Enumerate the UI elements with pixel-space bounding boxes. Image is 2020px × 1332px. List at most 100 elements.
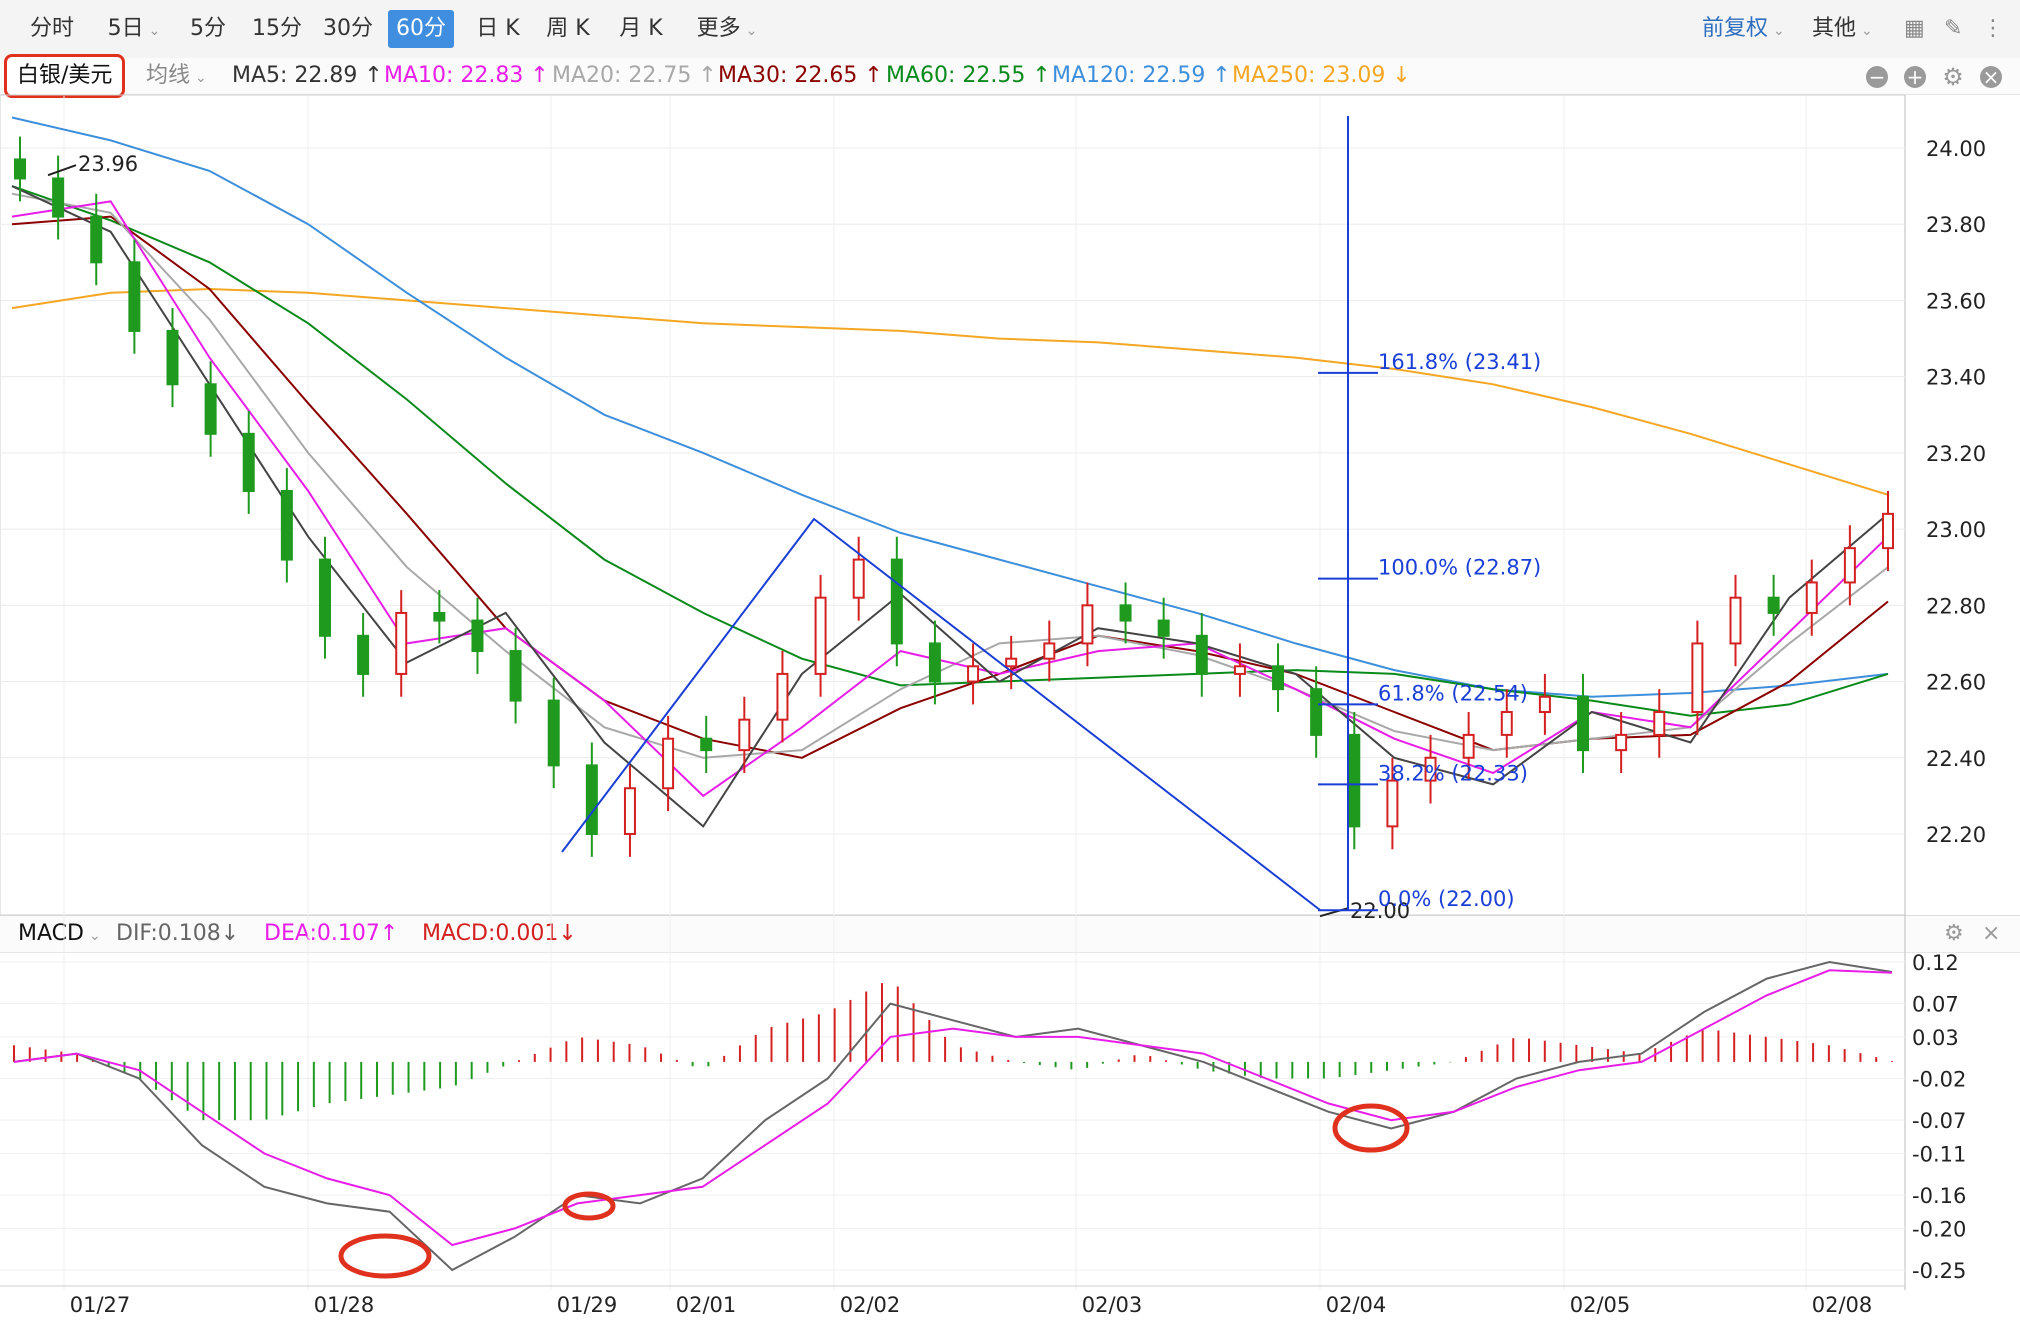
fib-level-label: 0.0% (22.00) <box>1378 887 1515 911</box>
plus-icon[interactable]: + <box>1904 66 1926 88</box>
candle-body <box>967 665 980 683</box>
candle-body <box>52 177 65 218</box>
period-tab[interactable]: 5分 <box>182 10 234 48</box>
ma-line-ma120 <box>11 116 1889 698</box>
candle-body <box>1729 596 1742 645</box>
macd-legend-item: DEA:0.107↑ <box>264 921 399 946</box>
period-tab-label: 15分 <box>252 16 302 41</box>
candle-body <box>166 329 179 386</box>
candle-body <box>1805 581 1818 614</box>
candle-body <box>1843 547 1856 584</box>
candle-body <box>509 650 522 702</box>
macd-y-tick-label: -0.16 <box>1912 1184 1966 1208</box>
price-y-tick-label: 22.60 <box>1926 671 1986 695</box>
candle-body <box>852 558 865 599</box>
high-arrow <box>47 164 77 177</box>
chevron-down-icon: ⌄ <box>745 23 758 39</box>
candle-body <box>1310 688 1323 736</box>
candle-body <box>1577 695 1590 752</box>
macd-y-tick-label: -0.25 <box>1912 1259 1966 1283</box>
ma-line-ma60 <box>11 185 1889 717</box>
x-tick-label: 02/04 <box>1326 1293 1387 1317</box>
period-tab-label: 更多 <box>696 16 741 41</box>
ma-line-ma20 <box>11 192 1889 759</box>
close-icon[interactable]: × <box>1980 66 2002 88</box>
gear-icon[interactable]: ⚙ <box>1942 63 1964 91</box>
x-tick-label: 01/29 <box>557 1293 618 1317</box>
price-y-tick-label: 22.20 <box>1926 823 1986 847</box>
period-tab[interactable]: 15分 <box>247 10 307 48</box>
candle-body <box>128 261 141 332</box>
ma-type-dropdown[interactable]: 均线 ⌄ <box>146 58 207 94</box>
highlight-circle <box>562 1191 616 1221</box>
candle-body <box>814 596 827 675</box>
candle-body <box>1500 711 1513 736</box>
candle-body <box>1233 665 1246 675</box>
x-tick-label: 01/27 <box>70 1293 131 1317</box>
macd-dropdown[interactable]: MACD ⌄ <box>18 916 101 952</box>
period-tab-label: 月 K <box>619 16 663 41</box>
chevron-down-icon: ⌄ <box>1773 23 1785 39</box>
period-tab[interactable]: 30分 <box>318 10 378 48</box>
candle-body <box>433 611 446 622</box>
candle-body <box>90 215 103 264</box>
period-tab[interactable]: 5日 ⌄ <box>98 10 170 48</box>
candle-body <box>204 383 217 435</box>
candle-body <box>1157 619 1170 637</box>
candle-body <box>1882 512 1894 550</box>
price-y-tick-label: 23.80 <box>1926 213 1986 237</box>
pen-icon[interactable]: ✎ <box>1944 16 1963 41</box>
adjust-dropdown[interactable]: 前复权 ⌄ <box>1702 10 1785 48</box>
ma-legend-item: MA30: 22.65 ↑ <box>718 63 883 88</box>
period-tab-label: 5日 <box>107 16 144 41</box>
fib-level-label: 161.8% (23.41) <box>1378 350 1541 374</box>
period-tab[interactable]: 60分 <box>388 10 454 48</box>
price-y-tick-label: 23.00 <box>1926 518 1986 542</box>
period-tab[interactable]: 日 K <box>470 10 526 48</box>
chevron-down-icon: ⌄ <box>148 23 161 39</box>
period-tab[interactable]: 分时 <box>20 10 84 48</box>
candle-body <box>395 611 408 675</box>
other-dropdown[interactable]: 其他 ⌄ <box>1812 10 1873 48</box>
grid-icon[interactable]: ▦ <box>1904 16 1925 41</box>
macd-y-tick-label: -0.07 <box>1912 1109 1966 1133</box>
ma-legend-item: MA250: 23.09 ↓ <box>1232 63 1411 88</box>
ma-legend-item: MA10: 22.83 ↑ <box>384 63 549 88</box>
candle-body <box>890 558 903 645</box>
more-icon[interactable]: ⋮ <box>1982 16 2004 41</box>
period-tab[interactable]: 月 K <box>610 10 672 48</box>
x-tick-label: 01/28 <box>314 1293 375 1317</box>
candle-body <box>1653 711 1666 736</box>
candle-body <box>1081 604 1094 645</box>
candle-body <box>242 432 255 492</box>
candle-body <box>1348 733 1361 828</box>
candle-body <box>1386 779 1399 828</box>
period-tab[interactable]: 周 K <box>537 10 599 48</box>
price-y-tick-label: 23.60 <box>1926 289 1986 313</box>
candle-body <box>1195 634 1208 675</box>
minus-icon[interactable]: − <box>1866 66 1888 88</box>
ma-legend-item: MA5: 22.89 ↑ <box>232 63 383 88</box>
ma-line-ma250 <box>11 287 1889 496</box>
candle-body <box>280 489 293 561</box>
candle-body <box>1462 733 1475 759</box>
period-tab-label: 60分 <box>396 16 446 41</box>
macd-name: MACD <box>18 921 84 946</box>
period-tab[interactable]: 更多 ⌄ <box>684 10 770 48</box>
candle-body <box>928 642 941 683</box>
fib-level-label: 100.0% (22.87) <box>1378 556 1541 580</box>
ma-legend-row: 均线 ⌄ MA5: 22.89 ↑ MA10: 22.83 ↑ MA20: 22.75 … <box>0 58 2020 95</box>
macd-line-dif <box>13 960 1893 1272</box>
macd-y-tick-label: -0.20 <box>1912 1217 1966 1241</box>
x-tick-label: 02/03 <box>1082 1293 1143 1317</box>
chevron-down-icon: ⌄ <box>195 70 207 86</box>
ma-line-ma30 <box>11 215 1889 759</box>
zigzag-line <box>561 517 1321 911</box>
candle-body <box>547 699 560 767</box>
price-y-tick-label: 23.20 <box>1926 442 1986 466</box>
symbol-label[interactable]: 白银/美元 <box>4 54 126 98</box>
gear-icon[interactable]: ⚙ <box>1944 921 1964 946</box>
macd-y-tick-label: 0.12 <box>1912 951 1959 975</box>
close-icon[interactable]: × <box>1982 921 2001 946</box>
